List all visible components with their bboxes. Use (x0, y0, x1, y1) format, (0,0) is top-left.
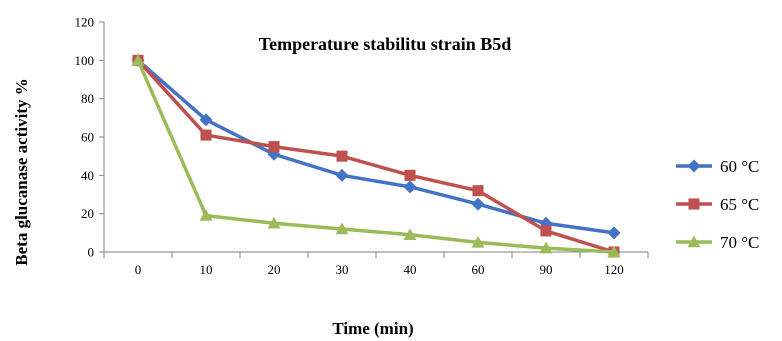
y-tick-label: 120 (75, 15, 95, 30)
series-1 (131, 53, 621, 240)
y-tick-label: 0 (88, 245, 95, 260)
data-point (336, 150, 348, 162)
series-3 (131, 53, 621, 258)
x-tick-label: 120 (604, 262, 624, 277)
series-2 (132, 54, 620, 258)
series (131, 53, 621, 258)
data-point (199, 209, 213, 221)
data-point (268, 141, 280, 153)
series-line (136, 59, 615, 235)
x-tick-label: 20 (268, 262, 281, 277)
data-point (540, 225, 552, 237)
legend-marker (688, 198, 700, 210)
legend-item: 70 °C (676, 233, 759, 252)
data-point (403, 180, 417, 194)
data-point (267, 216, 281, 229)
x-tick-label: 0 (135, 262, 142, 277)
y-tick-label: 80 (81, 91, 94, 106)
x-tick-label: 10 (200, 262, 213, 277)
x-tick-label: 90 (540, 262, 553, 277)
y-tick-label: 40 (81, 168, 94, 183)
data-point (471, 197, 485, 211)
data-point (403, 228, 417, 240)
legend-label: 60 °C (720, 157, 759, 176)
y-tick-label: 60 (81, 130, 94, 145)
data-point (131, 53, 145, 66)
data-point (335, 222, 349, 235)
series-line (136, 59, 615, 254)
y-tick-label: 100 (75, 53, 95, 68)
legend-item: 60 °C (676, 157, 759, 176)
x-tick-label: 40 (404, 262, 417, 277)
data-point (199, 113, 213, 127)
data-point (404, 169, 416, 181)
legend-marker (687, 235, 701, 248)
data-point (472, 185, 484, 197)
x-tick-label: 30 (336, 262, 349, 277)
legend: 60 °C 65 °C 70 °C (676, 157, 759, 252)
chart-title: Temperature stabilitu strain B5d (259, 34, 512, 54)
legend-item: 65 °C (676, 195, 759, 214)
x-axis-title: Time (min) (332, 319, 413, 338)
x-ticks: 0 10 20 30 40 60 90 120 (103, 252, 649, 277)
y-ticks: 0 20 40 60 80 100 120 (75, 15, 104, 260)
data-point (607, 245, 621, 258)
axes (103, 22, 648, 253)
data-point (200, 129, 212, 141)
data-point (471, 235, 485, 248)
data-point (539, 241, 553, 254)
data-point (335, 168, 349, 182)
series-line (136, 59, 615, 254)
x-tick-label: 60 (472, 262, 485, 277)
legend-marker (687, 159, 701, 173)
y-tick-label: 20 (81, 206, 94, 221)
y-axis-title: Beta glucanase activity % (12, 78, 31, 265)
legend-label: 70 °C (720, 233, 759, 252)
legend-label: 65 °C (720, 195, 759, 214)
data-point (607, 226, 621, 240)
